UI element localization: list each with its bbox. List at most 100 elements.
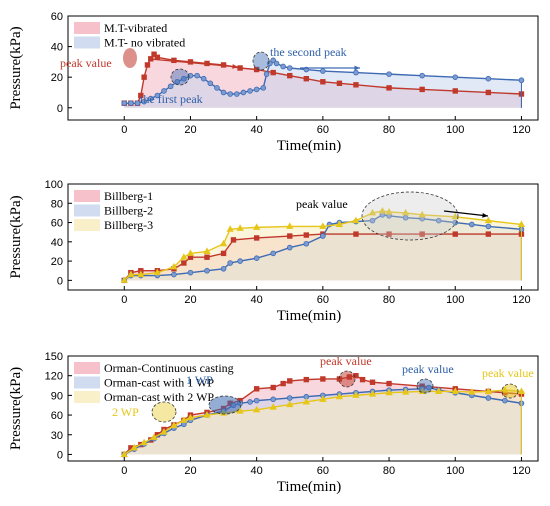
y-tick-label: 20 [51,256,63,268]
mt-first-peak-highlight [170,68,190,86]
data-point-1-1-4 [171,271,177,278]
billberg-trend-arrow [443,210,489,217]
data-point-2-1-24 [425,384,432,391]
data-point-1-1-26 [485,223,492,230]
data-point-1-1-10 [253,255,260,262]
data-point-0-0-15 [270,69,276,76]
data-point-2-0-17 [303,376,310,383]
data-point-1-1-7 [220,265,227,272]
x-tick-label: 60 [317,465,329,477]
legend-swatch [74,190,100,202]
data-point-2-0-15 [280,380,286,387]
legend-swatch [74,376,100,389]
data-point-2-2-2 [140,438,148,446]
x-axis-title: Time(min) [277,308,341,324]
data-point-0-1-25 [273,60,280,67]
data-point-1-2-14 [335,220,344,227]
data-point-1-2-22 [484,216,493,224]
legend-label: Orman-cast with 1 WP [104,376,214,390]
data-point-0-0-19 [336,80,343,86]
x-tick-label: 100 [446,465,464,477]
legend-label: M.T- no vibrated [104,36,185,50]
data-point-1-0-8 [220,250,227,257]
y-tick-label: 0 [57,449,63,461]
annotation-label: peak value [320,354,372,368]
plot-frame [67,183,539,291]
x-tick-label: 0 [121,124,127,136]
series-line-1-0 [123,233,522,281]
y-tick-label: 120 [45,371,63,383]
data-point-0-1-19 [247,88,253,94]
data-point-1-2-3 [153,268,162,276]
data-point-0-1-7 [167,83,174,90]
data-point-0-0-20 [353,82,359,88]
data-point-1-2-19 [401,208,410,216]
data-point-2-2-17 [352,391,360,398]
data-point-1-2-20 [418,210,426,218]
data-point-2-2-20 [401,388,410,395]
mt-vibrated-trend-arrow [149,58,239,68]
data-point-0-0-4 [141,74,147,80]
data-point-2-2-4 [160,428,168,435]
mt-novibrated-trend-arrow-head [354,65,360,71]
data-point-1-2-11 [253,223,261,230]
y-axis-title: Pressure(kPa) [8,367,24,450]
data-point-2-1-28 [485,395,492,401]
data-point-1-2-4 [170,262,178,270]
data-point-0-0-21 [386,85,392,91]
series-line-1-1 [123,214,522,281]
x-tick-label: 20 [184,294,196,306]
data-point-0-1-29 [320,68,326,74]
data-point-1-1-18 [369,217,376,224]
legend-label: Orman-cast with 2 WP [104,390,214,404]
y-tick-label: 0 [57,103,63,115]
data-point-0-1-20 [253,86,260,93]
y-tick-label: 90 [51,390,63,402]
data-point-0-1-31 [386,71,392,77]
x-tick-label: 80 [383,465,395,477]
data-point-1-0-18 [485,231,492,237]
series-layer [120,372,526,458]
data-point-2-1-14 [270,396,277,403]
data-point-0-0-18 [320,79,326,85]
data-point-0-1-26 [280,63,286,70]
data-point-0-0-5 [144,62,151,68]
data-point-0-1-8 [174,78,181,85]
data-point-2-2-27 [517,387,526,394]
data-point-1-2-2 [137,270,145,278]
data-point-2-1-12 [247,399,253,405]
data-point-1-2-1 [127,270,135,278]
data-point-2-2-10 [236,407,244,414]
plot-frame [67,355,539,462]
data-point-1-0-17 [452,231,458,237]
data-point-2-2-1 [130,443,138,451]
data-point-0-1-9 [181,75,187,82]
y-tick-label: 60 [51,11,63,23]
x-tick-label: 120 [512,465,530,477]
data-point-1-1-25 [469,221,475,228]
legend-swatch [74,22,100,34]
data-point-2-2-12 [269,403,277,410]
data-point-2-2-13 [286,400,294,408]
data-point-0-0-16 [287,72,293,79]
annotation-label: peak value [296,197,348,211]
y-tick-label: 40 [51,42,63,54]
data-point-1-0-11 [287,233,293,239]
annotation-label: the second peak [270,45,347,59]
orman-1wp-peak-highlight [416,378,434,394]
series-layer [120,206,526,284]
data-point-2-2-3 [150,433,158,440]
billberg-peak-highlight [361,191,459,241]
data-point-2-2-15 [319,395,327,402]
data-point-0-1-32 [419,72,425,79]
annotation-label: peak value [402,362,454,376]
data-point-1-0-16 [419,231,425,237]
data-point-2-2-11 [253,405,261,413]
data-point-1-1-14 [320,233,326,239]
data-point-1-0-9 [230,237,237,243]
data-point-0-1-13 [207,80,214,87]
data-point-1-1-8 [227,260,233,266]
legend-label: Billberg-3 [104,218,153,232]
annotation-label: peak value [60,56,112,70]
annotation-label: 1 WP [186,373,213,387]
